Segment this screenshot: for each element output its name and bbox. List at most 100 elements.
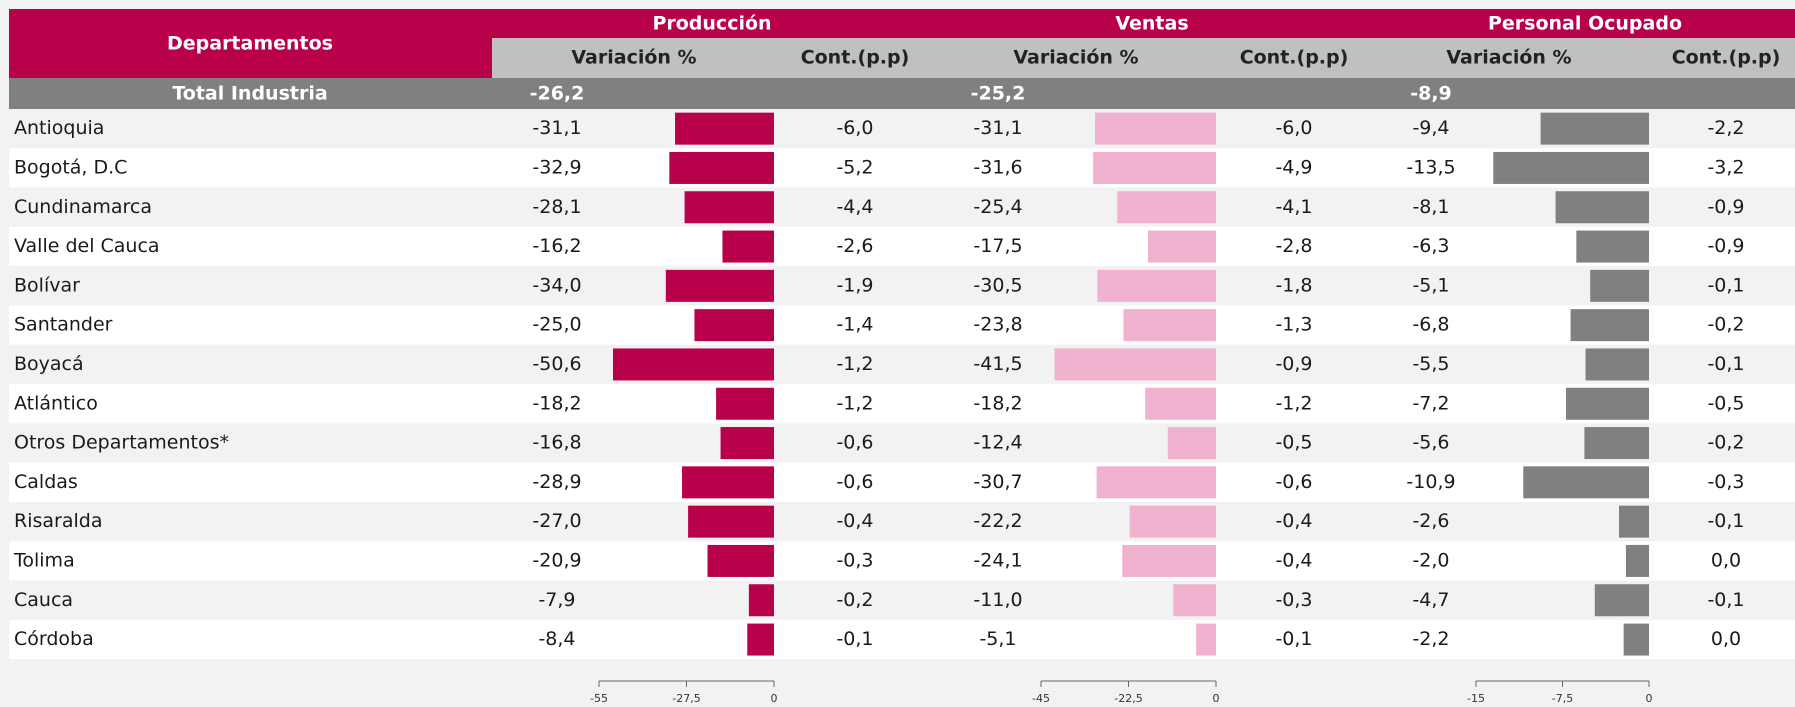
row-bg (9, 580, 1795, 620)
cont-value: -0,9 (1275, 353, 1312, 375)
bar (665, 269, 774, 302)
cont-value: -0,6 (836, 471, 873, 493)
bar (1555, 191, 1649, 224)
value-label: -4,7 (1412, 589, 1449, 611)
value-label: -27,0 (532, 510, 581, 532)
cont-value: -1,9 (836, 274, 873, 296)
cont-value: -3,2 (1707, 156, 1744, 178)
bar (1095, 112, 1216, 145)
value-label: -30,5 (973, 274, 1022, 296)
tick-label: 0 (1646, 692, 1653, 705)
bar (1054, 348, 1216, 381)
row-bg (9, 384, 1795, 424)
bar (1540, 112, 1649, 145)
bar (1093, 151, 1216, 184)
cont-value: -2,8 (1275, 235, 1312, 257)
cont-value: -0,2 (1707, 314, 1744, 336)
cont-value: -0,9 (1707, 235, 1744, 257)
bar (684, 191, 774, 224)
group-title: Ventas (1115, 13, 1188, 35)
bar (1129, 505, 1216, 538)
cont-value: -0,5 (1707, 392, 1744, 414)
cont-value: -2,6 (836, 235, 873, 257)
value-label: -7,9 (538, 589, 575, 611)
value-label: -7,2 (1412, 392, 1449, 414)
total-band (9, 78, 1795, 109)
cont-value: -2,2 (1707, 117, 1744, 139)
total-value: -8,9 (1410, 83, 1452, 105)
row-label: Risaralda (14, 510, 102, 532)
tick-label: 0 (1213, 692, 1220, 705)
value-label: -28,1 (532, 196, 581, 218)
cont-value: -1,2 (836, 353, 873, 375)
cont-value: -0,3 (836, 549, 873, 571)
value-label: -23,8 (973, 314, 1022, 336)
bar (716, 387, 774, 420)
cont-value: -0,4 (1275, 549, 1312, 571)
value-label: -50,6 (532, 353, 581, 375)
row-label: Otros Departamentos* (14, 432, 229, 454)
row-bg (9, 266, 1795, 306)
tick-label: 0 (771, 692, 778, 705)
value-label: -16,2 (532, 235, 581, 257)
bar (1576, 230, 1649, 263)
value-label: -5,1 (979, 628, 1016, 650)
cont-value: -6,0 (836, 117, 873, 139)
row-label: Bogotá, D.C (14, 156, 127, 178)
value-label: -6,3 (1412, 235, 1449, 257)
bar (682, 466, 774, 499)
row-bg (9, 462, 1795, 502)
bar (1493, 151, 1649, 184)
value-label: -11,0 (973, 589, 1022, 611)
value-label: -31,1 (532, 117, 581, 139)
bar (1594, 584, 1649, 617)
bar (1623, 623, 1649, 656)
cont-value: -1,2 (836, 392, 873, 414)
bar (707, 544, 774, 577)
bar (1590, 269, 1649, 302)
cont-value: -0,1 (836, 628, 873, 650)
tick-label: -15 (1467, 692, 1485, 705)
row-bg (9, 344, 1795, 385)
cont-value: -6,0 (1275, 117, 1312, 139)
cont-value: -0,4 (836, 510, 873, 532)
bar (1619, 505, 1649, 538)
row-label: Boyacá (14, 353, 84, 375)
var-header: Variación % (571, 47, 696, 69)
cont-value: -0,2 (1707, 432, 1744, 454)
value-label: -31,1 (973, 117, 1022, 139)
cont-value: -0,1 (1707, 274, 1744, 296)
row-label: Cundinamarca (14, 196, 152, 218)
cont-value: -0,6 (836, 432, 873, 454)
bar (694, 309, 774, 342)
cont-value: -1,4 (836, 314, 873, 336)
value-label: -24,1 (973, 549, 1022, 571)
cont-value: -4,9 (1275, 156, 1312, 178)
bar (1625, 544, 1649, 577)
value-label: -8,4 (538, 628, 575, 650)
bar (1570, 309, 1649, 342)
bar (675, 112, 774, 145)
value-label: -13,5 (1406, 156, 1455, 178)
cont-value: -0,3 (1275, 589, 1312, 611)
tick-label: -27,5 (672, 692, 700, 705)
var-header: Variación % (1446, 47, 1571, 69)
value-label: -5,6 (1412, 432, 1449, 454)
cont-value: -0,6 (1275, 471, 1312, 493)
bar (1523, 466, 1649, 499)
cont-value: -0,5 (1275, 432, 1312, 454)
tick-label: -7,5 (1552, 692, 1573, 705)
value-label: -16,8 (532, 432, 581, 454)
value-label: -2,0 (1412, 549, 1449, 571)
row-label: Santander (14, 314, 113, 336)
total-label: Total Industria (172, 83, 327, 105)
group-title: Personal Ocupado (1488, 13, 1682, 35)
bar (1585, 348, 1649, 381)
value-label: -8,1 (1412, 196, 1449, 218)
bar (1147, 230, 1216, 263)
value-label: -18,2 (973, 392, 1022, 414)
cont-value: -4,4 (836, 196, 873, 218)
row-label: Atlántico (14, 392, 98, 414)
cont-value: -0,3 (1707, 471, 1744, 493)
